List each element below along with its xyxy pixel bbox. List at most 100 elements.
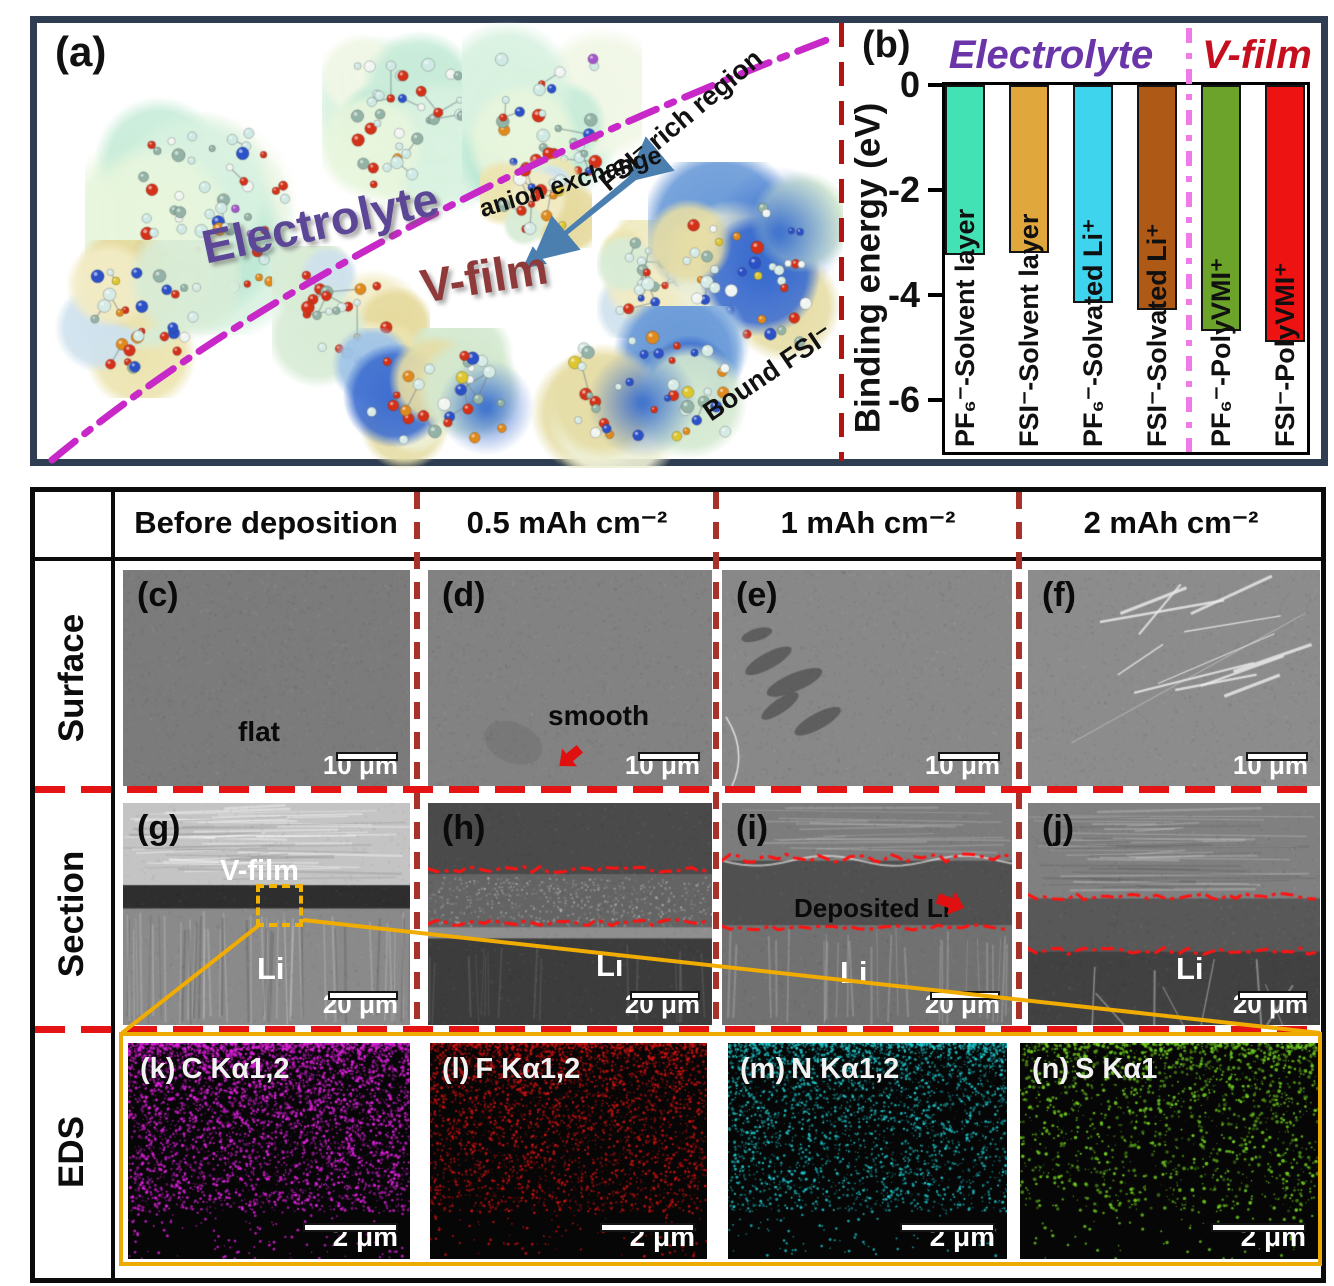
- eds-map-cell-m: (m) N Kα1,2 2 μm: [728, 1043, 1007, 1259]
- eds-panel-tag: (n): [1032, 1053, 1070, 1085]
- chart-bar-label: FSI⁻-Solvated Li⁺: [1142, 223, 1172, 447]
- scale-bar: 20 μm: [1233, 991, 1308, 1017]
- sem-section-cell-i: (i) Deposited Li Li 20 μm: [722, 803, 1012, 1025]
- panel-tag: (d): [442, 576, 486, 614]
- eds-label: (n) S Kα1: [1032, 1053, 1157, 1086]
- chart-bar: [945, 85, 985, 256]
- column-divider-line: [713, 492, 719, 1026]
- sem-image: [722, 570, 1012, 786]
- chart-tick-mark: [928, 292, 942, 297]
- sem-surface-cell-d: (d) smooth 10 μm: [428, 570, 712, 786]
- eds-label: (k) C Kα1,2: [140, 1053, 290, 1086]
- scale-bar: 10 μm: [323, 752, 398, 778]
- sem-image: [428, 570, 712, 786]
- eds-highlight-box: [119, 1032, 1322, 1266]
- scale-bar: 2 μm: [600, 1223, 695, 1251]
- chart-tick-label: -6: [887, 378, 920, 420]
- chart-bar: [1265, 85, 1305, 342]
- sem-surface-cell-f: (f) 10 μm: [1028, 570, 1320, 786]
- li-layer-note: Li: [1176, 951, 1204, 986]
- scale-bar-line: [630, 991, 700, 1000]
- sem-surface-cell-e: (e) 10 μm: [722, 570, 1012, 786]
- scale-bar-line: [638, 752, 700, 761]
- panel-tag: (i): [736, 809, 769, 847]
- scale-bar: 10 μm: [1233, 752, 1308, 778]
- scale-bar: 20 μm: [323, 991, 398, 1017]
- sem-section-cell-h: (h) Li 20 μm: [428, 803, 712, 1025]
- sem-section-cell-j: (j) Li 20 μm: [1028, 803, 1320, 1025]
- row-label-column-line: [111, 490, 115, 1280]
- chart-group-divider-line: [1186, 28, 1192, 452]
- eds-map-cell-n: (n) S Kα1 2 μm: [1020, 1043, 1318, 1259]
- chart-tick-mark: [928, 187, 942, 192]
- sem-image: [123, 570, 410, 786]
- scale-bar-line: [1211, 1223, 1306, 1232]
- panel-a-label: (a): [55, 28, 107, 75]
- panel-tag: (e): [736, 576, 778, 614]
- panel-tag: (g): [137, 809, 181, 847]
- sem-image: [1028, 570, 1320, 786]
- row-divider-line: [35, 786, 1323, 793]
- scale-bar: 20 μm: [925, 991, 1000, 1017]
- column-divider-line: [1016, 492, 1022, 1026]
- scale-bar: 2 μm: [1211, 1223, 1306, 1251]
- surface-note: smooth: [548, 700, 650, 731]
- red-arrow-icon: [929, 883, 972, 929]
- scale-bar-line: [900, 1223, 995, 1232]
- scale-bar-line: [1238, 991, 1308, 1000]
- panel-tag: (j): [1042, 809, 1075, 847]
- zoom-target-box: [256, 884, 303, 927]
- chart-group-header-electrolyte: Electrolyte: [948, 33, 1154, 77]
- chart-bar: [1201, 85, 1241, 332]
- chart-bar-label: PF₆⁻-Solvated Li⁺: [1078, 218, 1108, 447]
- chart-y-axis-label: Binding energy (eV): [848, 102, 888, 434]
- table-column-header: 0.5 mAh cm⁻²: [466, 505, 668, 540]
- panel-tag: (c): [137, 576, 179, 614]
- surface-note: flat: [238, 716, 280, 747]
- eds-map-cell-k: (k) C Kα1,2 2 μm: [128, 1043, 410, 1259]
- scale-bar-line: [336, 752, 398, 761]
- vfilm-layer-note: V-film: [220, 855, 299, 887]
- eds-label: (m) N Kα1,2: [740, 1053, 899, 1086]
- scale-bar: 10 μm: [925, 752, 1000, 778]
- panel-tag: (h): [442, 809, 486, 847]
- scale-bar-line: [303, 1223, 398, 1232]
- li-layer-note: Li: [840, 955, 868, 990]
- red-arrow-icon: [545, 732, 590, 778]
- chart-bar-label: PF₆⁻-PolyVMI⁺: [1206, 257, 1236, 447]
- eds-panel-tag: (k): [140, 1053, 176, 1085]
- li-layer-note: Li: [596, 948, 624, 983]
- chart-tick-label: -4: [887, 273, 920, 315]
- chart-bar: [1073, 85, 1113, 303]
- table-row-header: Surface: [52, 613, 91, 743]
- chart-bar: [1137, 85, 1177, 311]
- column-divider-line: [414, 492, 420, 1026]
- scale-bar: 10 μm: [625, 752, 700, 778]
- eds-map-cell-l: (l) F Kα1,2 2 μm: [430, 1043, 707, 1259]
- panel-ab-divider-line: [839, 23, 844, 461]
- chart-tick-label: -2: [887, 168, 920, 210]
- scale-bar-line: [600, 1223, 695, 1232]
- eds-panel-tag: (l): [442, 1053, 470, 1085]
- deposited-li-note: Deposited Li: [794, 893, 951, 923]
- header-underline: [33, 557, 1323, 561]
- table-row-header: EDS: [52, 1116, 91, 1188]
- table-column-header: 2 mAh cm⁻²: [1083, 505, 1259, 540]
- scale-bar: 2 μm: [303, 1223, 398, 1251]
- scale-bar-line: [938, 752, 1000, 761]
- table-column-header: 1 mAh cm⁻²: [780, 505, 956, 540]
- eds-panel-tag: (m): [740, 1053, 786, 1085]
- chart-plot-area: [942, 82, 1310, 455]
- chart-tick-label: 0: [899, 64, 920, 105]
- chart-bar: [1009, 85, 1049, 253]
- eds-element-line: F Kα1,2: [475, 1053, 581, 1085]
- chart-bar-label: FSI⁻-Solvent layer: [1014, 213, 1044, 447]
- scale-bar-line: [930, 991, 1000, 1000]
- scale-bar: 20 μm: [625, 991, 700, 1017]
- eds-element-line: C Kα1,2: [181, 1053, 290, 1085]
- eds-element-line: S Kα1: [1075, 1053, 1158, 1085]
- sem-surface-cell-c: (c) flat 10 μm: [123, 570, 410, 786]
- molecule-cluster: [328, 328, 543, 470]
- li-layer-note: Li: [257, 951, 285, 986]
